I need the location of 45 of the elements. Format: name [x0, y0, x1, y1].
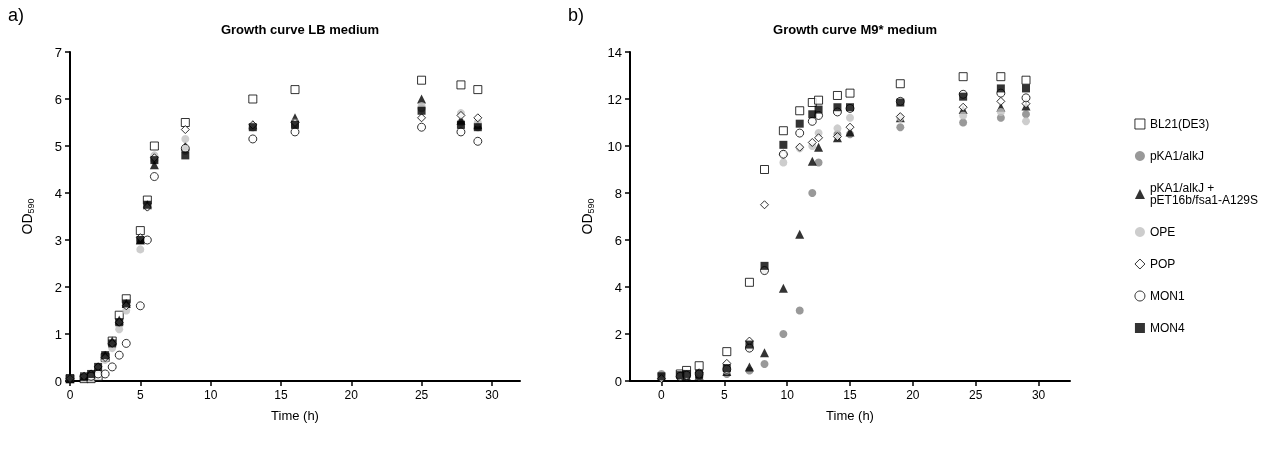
- y-tick-label: 5: [54, 138, 62, 154]
- legend-label: MON4: [1149, 321, 1185, 335]
- y-tick-label: 8: [614, 185, 622, 201]
- chart-title: Growth curve M9* medium: [773, 22, 937, 37]
- legend-label: BL21(DE3): [1149, 117, 1210, 131]
- text: a): [8, 5, 25, 25]
- x-tick-label: 15: [274, 388, 288, 402]
- y-tick-label: 10: [607, 138, 622, 154]
- y-tick-label: 3: [54, 232, 62, 248]
- y-tick-label: 6: [614, 232, 622, 248]
- x-tick-label: 20: [906, 388, 920, 402]
- y-tick-label: 6: [54, 91, 62, 107]
- x-tick-label: 30: [485, 388, 499, 402]
- text: b): [568, 5, 585, 25]
- x-tick-label: 5: [136, 388, 144, 402]
- x-tick-label: 30: [1031, 388, 1046, 402]
- x-tick-label: 0: [658, 388, 666, 402]
- y-tick-label: 1: [54, 326, 62, 342]
- y-tick-label: 2: [614, 326, 622, 342]
- legend-label: OPE: [1149, 225, 1176, 239]
- y-tick-label: 14: [607, 44, 622, 60]
- x-tick-label: 25: [414, 388, 429, 402]
- x-tick-label: 10: [203, 388, 218, 402]
- legend-label: pKA1/alkJ + pET16b/fsa1-A129S: [1149, 181, 1259, 207]
- legend-label: pKA1/alkJ: [1149, 149, 1204, 163]
- chart-title: Growth curve LB medium: [220, 22, 380, 37]
- y-axis-title: OD590: [18, 198, 36, 235]
- x-tick-label: 25: [969, 388, 983, 402]
- x-tick-label: 5: [720, 388, 728, 402]
- x-tick-label: 10: [780, 388, 795, 402]
- y-tick-label: 0: [614, 373, 622, 389]
- y-tick-label: 2: [54, 279, 62, 295]
- x-tick-label: 20: [344, 388, 359, 402]
- y-tick-label: 0: [54, 373, 62, 389]
- y-axis-title: OD590: [578, 198, 596, 235]
- x-tick-label: 15: [843, 388, 857, 402]
- x-axis-title: Time (h): [826, 408, 874, 423]
- legend-label: MON1: [1149, 289, 1185, 303]
- y-tick-label: 12: [607, 91, 622, 107]
- legend-label: POP: [1149, 257, 1176, 271]
- x-tick-label: 0: [66, 388, 74, 402]
- y-tick-label: 4: [54, 185, 62, 201]
- y-tick-label: 7: [54, 44, 62, 60]
- y-tick-label: 4: [614, 279, 622, 295]
- x-axis-title: Time (h): [271, 408, 319, 423]
